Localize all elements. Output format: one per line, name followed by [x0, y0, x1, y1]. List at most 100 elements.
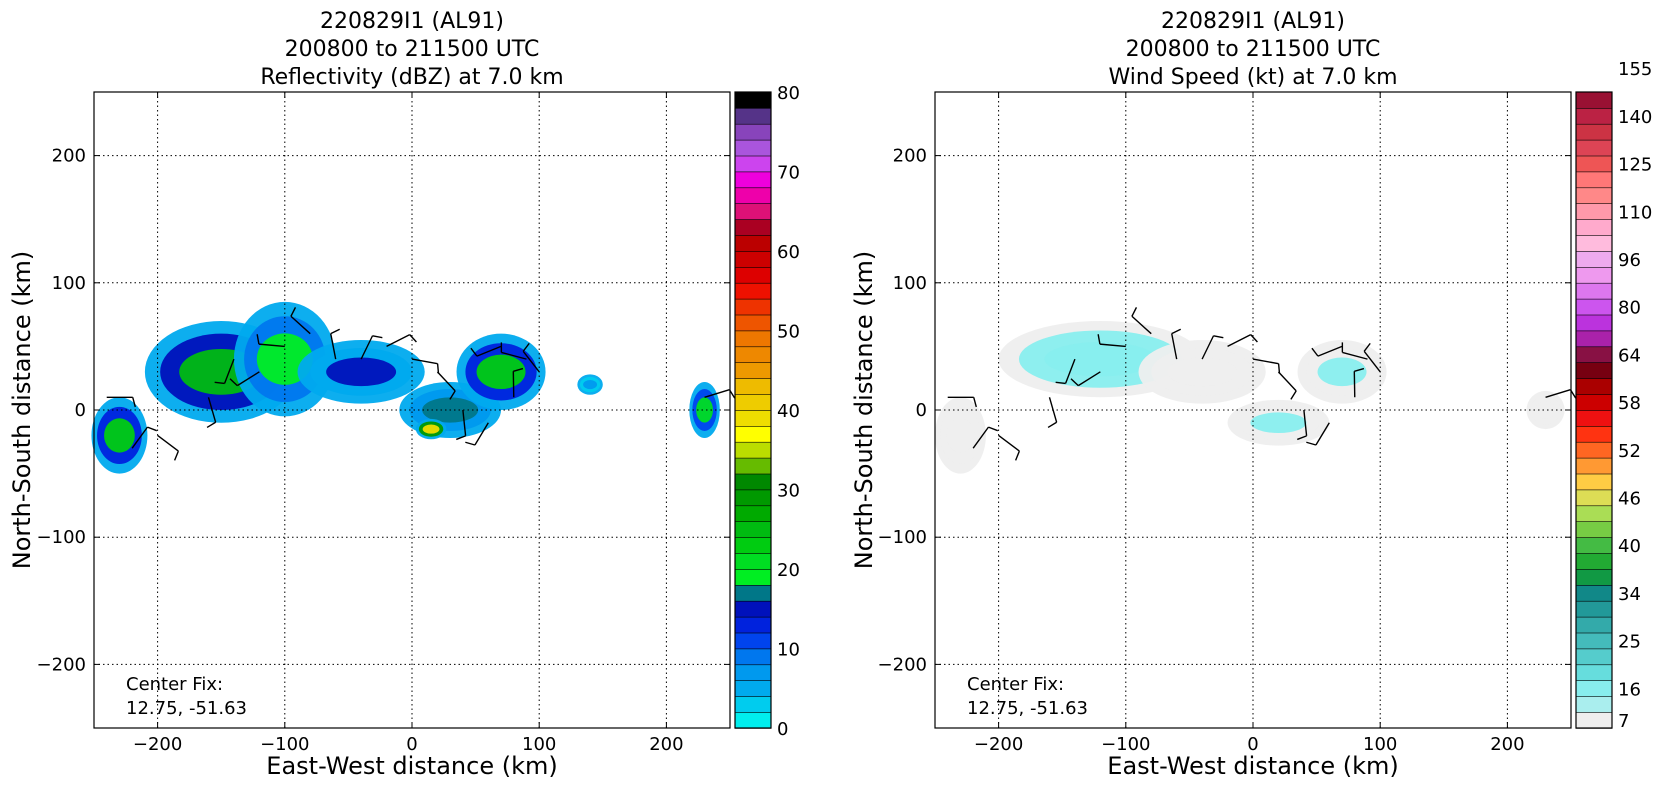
x-tick-label: −200 [133, 734, 182, 755]
colorbar-bin [734, 520, 772, 538]
wind-barb-shaft [1201, 335, 1215, 360]
wind-barb-feather [988, 426, 999, 432]
wind-barb-shaft [290, 315, 311, 335]
colorbar-tick-label: 0 [777, 719, 788, 740]
wind-barb-feather [513, 367, 524, 372]
wind-barb-shaft [1048, 397, 1058, 423]
wind-barb-feather [465, 441, 476, 446]
colorbar-bin [1575, 171, 1613, 189]
colorbar-tick-label: 80 [777, 83, 800, 104]
wind-barb-shaft [258, 343, 285, 348]
wind-barb-feather [1055, 381, 1066, 385]
wind-barb-shaft [360, 335, 374, 360]
colorbar-bin [734, 155, 772, 173]
colorbar-bin [1575, 505, 1613, 522]
wind-barb-shaft [436, 371, 456, 392]
colorbar-bin [734, 584, 772, 602]
wind-barb-shaft [1317, 345, 1343, 357]
x-tick-label: 200 [649, 734, 683, 755]
wind-barb-shaft [1252, 358, 1279, 365]
wind-barb-shaft [1131, 315, 1152, 335]
colorbar-bin [1575, 234, 1613, 252]
colorbar-tick-label: 110 [1618, 202, 1652, 223]
colorbar-bin [734, 171, 772, 189]
colorbar-bin [1575, 664, 1613, 682]
colorbar-bin [734, 282, 772, 300]
colorbar-bin [1575, 568, 1613, 586]
wind-barb-feather [1250, 334, 1258, 343]
wind-barb-feather [456, 435, 466, 441]
wind-barb-shaft [1227, 333, 1252, 348]
wind-barb-feather [1354, 367, 1365, 372]
wind-barb-shaft [1099, 343, 1126, 348]
colorbar-border [734, 91, 772, 729]
echo-cell [1044, 341, 1157, 377]
y-tick-label: 200 [52, 146, 86, 167]
colorbar-bin [1575, 552, 1613, 570]
colorbar-bin [734, 393, 772, 411]
colorbar-bin [734, 123, 772, 141]
colorbar-bin [1575, 346, 1613, 363]
colorbar-tick-label: 16 [1618, 679, 1641, 700]
y-tick-label: −100 [37, 527, 86, 548]
colorbar-bin [1575, 187, 1613, 204]
x-tick-label: 200 [1490, 734, 1524, 755]
colorbar-bin [1575, 91, 1613, 109]
colorbar-bin [734, 218, 772, 236]
colorbar-tick-label: 155 [1618, 59, 1652, 80]
wind-barb-shaft [501, 351, 527, 360]
colorbar-tick-label: 34 [1618, 584, 1641, 605]
colorbar-bin [1575, 314, 1613, 332]
colorbar-bin [734, 250, 772, 268]
x-tick-label: 0 [1247, 734, 1258, 755]
wind-barb-shaft [1342, 351, 1368, 360]
colorbar-tick-label: 70 [777, 163, 800, 184]
reflectivity-panel: 220829I1 (AL91) 200800 to 211500 UTC Ref… [8, 9, 800, 780]
echo-cell [1317, 357, 1367, 387]
title-line-2: 200800 to 211500 UTC [1126, 37, 1381, 62]
wind-barb-shaft [1545, 389, 1571, 398]
plot-area: −200 −100 0 100 200 −200 −100 0 100 200 [37, 91, 736, 755]
wind-barb-shaft [386, 333, 411, 348]
wind-barb-feather [1047, 421, 1058, 429]
echo-cell [696, 397, 713, 423]
wind-barb-shaft [704, 389, 730, 398]
colorbar-bin [734, 361, 772, 379]
colorbar-bin [1575, 457, 1613, 475]
colorbar-tick-label: 40 [1618, 536, 1641, 557]
wind-barb-feather [522, 342, 530, 352]
colorbar-bin [734, 632, 772, 650]
colorbar-bin [1575, 409, 1613, 427]
wind-barb-feather [256, 334, 260, 345]
wind-barb-shaft [972, 426, 990, 449]
x-axis-label: East-West distance (km) [1107, 752, 1398, 780]
center-fix-label: Center Fix: [126, 674, 223, 695]
colorbar-bin [734, 187, 772, 204]
axis-ticks: −200 −100 0 100 200 −200 −100 0 100 200 [878, 92, 1571, 755]
colorbar-bin [734, 441, 772, 459]
colorbar-bin [734, 314, 772, 332]
colorbar-bin [734, 377, 772, 395]
colorbar-bin [734, 568, 772, 586]
wind-barb-shaft [1363, 350, 1381, 373]
x-axis-label: East-West distance (km) [266, 752, 557, 780]
colorbar-tick-label: 80 [1618, 298, 1641, 319]
colorbar-bin [734, 234, 772, 252]
wind-barb-feather [132, 397, 136, 408]
colorbar-bin [734, 648, 772, 666]
y-tick-label: 0 [75, 400, 86, 421]
colorbar-bin [1575, 139, 1613, 157]
wind-barb-shaft [462, 409, 467, 436]
colorbar-bin [1575, 377, 1613, 395]
wind-barb-shaft [157, 434, 179, 452]
colorbar-bin [734, 536, 772, 554]
y-tick-label: 100 [893, 273, 927, 294]
colorbar-bin [1575, 695, 1613, 713]
y-tick-label: 100 [52, 273, 86, 294]
wind-barb-feather [173, 450, 180, 461]
echo-cell [946, 418, 975, 453]
reflectivity-colorbar: 0 10 20 30 40 50 60 70 80 [734, 83, 800, 740]
colorbar-bin [1575, 616, 1613, 634]
colorbar-bin [734, 346, 772, 363]
